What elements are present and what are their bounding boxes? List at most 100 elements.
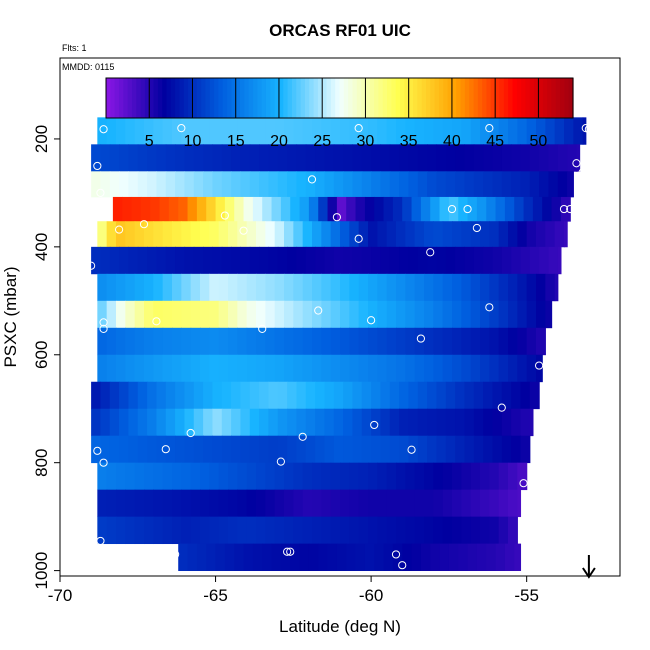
heatmap-cell: [134, 516, 145, 545]
heatmap-cell: [324, 246, 335, 275]
colorbar-segment: [417, 78, 423, 118]
heatmap-cell: [495, 196, 506, 222]
heatmap-cell: [203, 408, 214, 437]
heatmap-cell: [386, 354, 397, 383]
heatmap-cell: [172, 300, 182, 329]
colorbar-segment: [499, 78, 505, 118]
heatmap-cell: [271, 196, 282, 222]
heatmap-cell: [455, 435, 466, 464]
colorbar-segment: [374, 78, 380, 118]
heatmap-cell: [97, 489, 108, 518]
heatmap-cell: [489, 489, 500, 518]
heatmap-cell: [305, 171, 316, 198]
sample-point: [563, 268, 572, 277]
heatmap-cell: [333, 144, 344, 172]
heatmap-cell: [442, 489, 453, 518]
heatmap-cell: [396, 516, 406, 545]
heatmap-cell: [430, 543, 441, 572]
heatmap-cell: [498, 516, 509, 545]
heatmap-cell: [414, 489, 425, 518]
heatmap-cell: [464, 435, 475, 464]
heatmap-cell: [424, 516, 434, 545]
heatmap-cell: [349, 462, 360, 491]
colorbar-segment: [382, 78, 388, 118]
heatmap-cell: [414, 117, 425, 145]
heatmap-cell: [361, 435, 372, 464]
heatmap-cell: [106, 462, 117, 491]
heatmap-cell: [508, 489, 518, 518]
heatmap-cell: [461, 273, 472, 302]
heatmap-cell: [442, 516, 453, 545]
heatmap-cell: [464, 171, 475, 198]
heatmap-cell: [371, 381, 382, 410]
heatmap-cell: [116, 273, 126, 302]
heatmap-cell: [237, 327, 248, 356]
x-axis: -70 -65 -60 -55: [48, 576, 539, 605]
heatmap-cell: [246, 221, 257, 248]
heatmap-cell: [172, 489, 182, 518]
heatmap-cell: [116, 354, 126, 383]
sample-point: [139, 220, 149, 229]
heatmap-cell: [249, 435, 260, 464]
colorbar-segment: [365, 78, 371, 118]
heatmap-cell: [184, 381, 195, 410]
sample-point: [566, 204, 575, 214]
heatmap-cell: [377, 462, 388, 491]
heatmap-cell: [168, 196, 179, 222]
heatmap-cell: [228, 462, 238, 491]
heatmap-cell: [417, 246, 428, 275]
heatmap-cell: [218, 462, 229, 491]
heatmap-cell: [573, 117, 584, 145]
heatmap-cell: [206, 196, 217, 222]
heatmap-cell: [116, 489, 126, 518]
heatmap-cell: [352, 246, 363, 275]
heatmap-cell: [511, 381, 522, 410]
colorbar-segment: [525, 78, 531, 118]
heatmap-cell: [501, 246, 512, 275]
heatmap-cell: [377, 300, 388, 329]
heatmap-cell: [125, 117, 136, 145]
heatmap-cell: [557, 246, 562, 275]
heatmap-cell: [134, 462, 145, 491]
heatmap-cell: [511, 144, 522, 172]
heatmap-cell: [526, 273, 537, 302]
heatmap-cell: [305, 144, 316, 172]
heatmap-cell: [567, 171, 574, 198]
heatmap-cell: [448, 196, 459, 222]
heatmap-cell: [548, 144, 559, 172]
heatmap-cell: [296, 381, 307, 410]
heatmap-cell: [277, 246, 288, 275]
heatmap-cell: [125, 516, 136, 545]
heatmap-cell: [172, 354, 182, 383]
sample-point: [171, 550, 180, 559]
heatmap-cell: [473, 144, 484, 172]
heatmap-cell: [442, 273, 453, 302]
heatmap-cell: [131, 196, 142, 222]
heatmap-cell: [318, 543, 329, 572]
heatmap-cell: [237, 489, 248, 518]
heatmap-cell: [330, 221, 341, 248]
plot-frame: [59, 57, 621, 577]
heatmap-cell: [212, 381, 223, 410]
heatmap-cell: [159, 196, 170, 222]
colorbar-segment: [244, 78, 250, 118]
heatmap-cell: [122, 196, 133, 222]
heatmap-cell: [424, 221, 434, 248]
sample-point: [584, 125, 593, 134]
heatmap-cell: [196, 543, 207, 572]
heatmap-cell: [224, 196, 235, 222]
heatmap-cell: [137, 408, 148, 437]
heatmap-cell: [305, 408, 316, 437]
colorbar-segment: [153, 78, 159, 118]
heatmap-cell: [529, 381, 540, 410]
heatmap-cell: [520, 408, 531, 437]
heatmap-cell: [259, 171, 270, 198]
heatmap-cell: [340, 489, 350, 518]
heatmap-cell: [536, 354, 543, 383]
heatmap-cell: [501, 171, 512, 198]
heatmap-cell: [315, 435, 326, 464]
heatmap-cell: [116, 327, 126, 356]
heatmap-cell: [296, 246, 307, 275]
heatmap-cell: [312, 117, 322, 145]
heatmap-cell: [97, 300, 108, 329]
